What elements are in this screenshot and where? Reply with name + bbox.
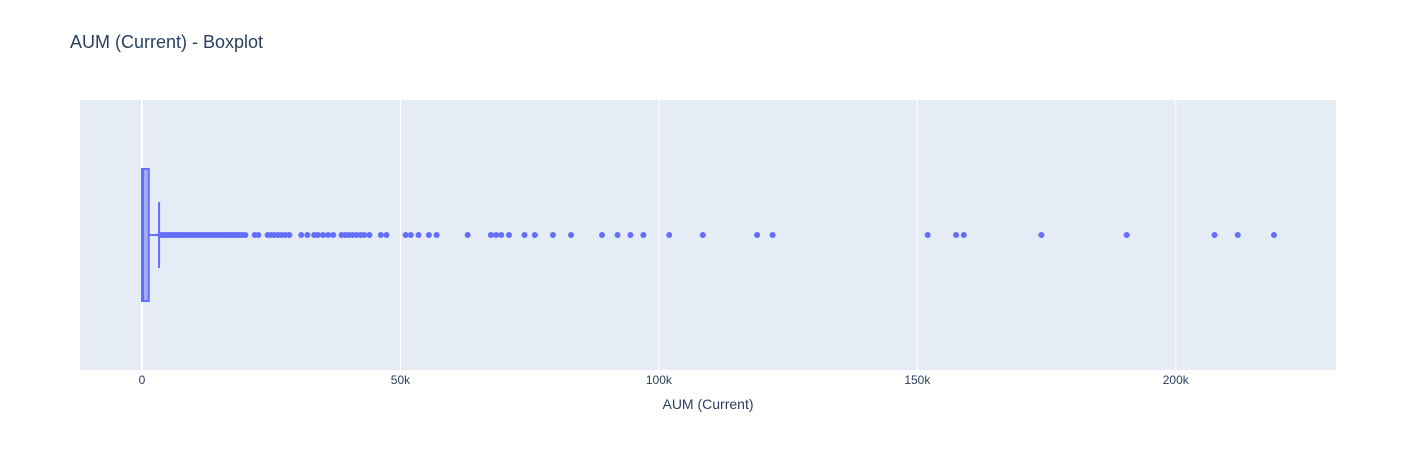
outlier-point	[960, 232, 967, 238]
outlier-point	[1270, 232, 1277, 238]
outlier-point	[425, 232, 432, 238]
outlier-point	[953, 232, 960, 238]
chart-title: AUM (Current) - Boxplot	[70, 32, 264, 52]
outlier-point	[415, 232, 422, 238]
outlier-point	[366, 232, 373, 238]
outlier-point	[325, 232, 332, 238]
outlier-point	[521, 232, 528, 238]
x-tick-label: 100k	[646, 373, 673, 387]
x-tick-label: 50k	[391, 373, 411, 387]
outlier-point	[349, 232, 356, 238]
outlier-point	[383, 232, 390, 238]
outlier-point	[627, 232, 634, 238]
outlier-point	[493, 232, 500, 238]
outlier-point	[353, 232, 360, 238]
outlier-point	[282, 232, 289, 238]
outlier-point	[498, 232, 505, 238]
outlier-point	[568, 232, 575, 238]
x-tick-label: 150k	[904, 373, 931, 387]
outlier-point	[464, 232, 471, 238]
outlier-point	[640, 232, 647, 238]
outlier-point	[361, 232, 368, 238]
outlier-point	[1234, 232, 1241, 238]
x-tick-label: 0	[139, 373, 146, 387]
outlier-point	[924, 232, 931, 238]
outlier-point	[314, 232, 321, 238]
outlier-point	[614, 232, 621, 238]
outlier-point	[487, 232, 494, 238]
outlier-point	[754, 232, 761, 238]
x-axis-title: AUM (Current)	[662, 396, 753, 412]
outlier-point	[549, 232, 556, 238]
outlier-point	[531, 232, 538, 238]
outlier-point	[769, 232, 776, 238]
outlier-point	[286, 232, 293, 238]
outlier-point	[1211, 232, 1218, 238]
outlier-point	[242, 232, 249, 238]
outlier-point	[407, 232, 414, 238]
outlier-point	[666, 232, 673, 238]
box-iqr	[141, 168, 150, 302]
outlier-point	[433, 232, 440, 238]
outlier-point	[319, 232, 326, 238]
outlier-point	[599, 232, 606, 238]
outlier-point	[377, 232, 384, 238]
outlier-point	[402, 232, 409, 238]
outlier-point	[330, 232, 337, 238]
outlier-point	[1123, 232, 1130, 238]
outlier-point	[304, 232, 311, 238]
outlier-point	[255, 232, 262, 238]
x-tick-label: 200k	[1163, 373, 1190, 387]
outlier-point	[506, 232, 513, 238]
outlier-point	[298, 232, 305, 238]
outlier-point	[699, 232, 706, 238]
outlier-point	[1038, 232, 1045, 238]
